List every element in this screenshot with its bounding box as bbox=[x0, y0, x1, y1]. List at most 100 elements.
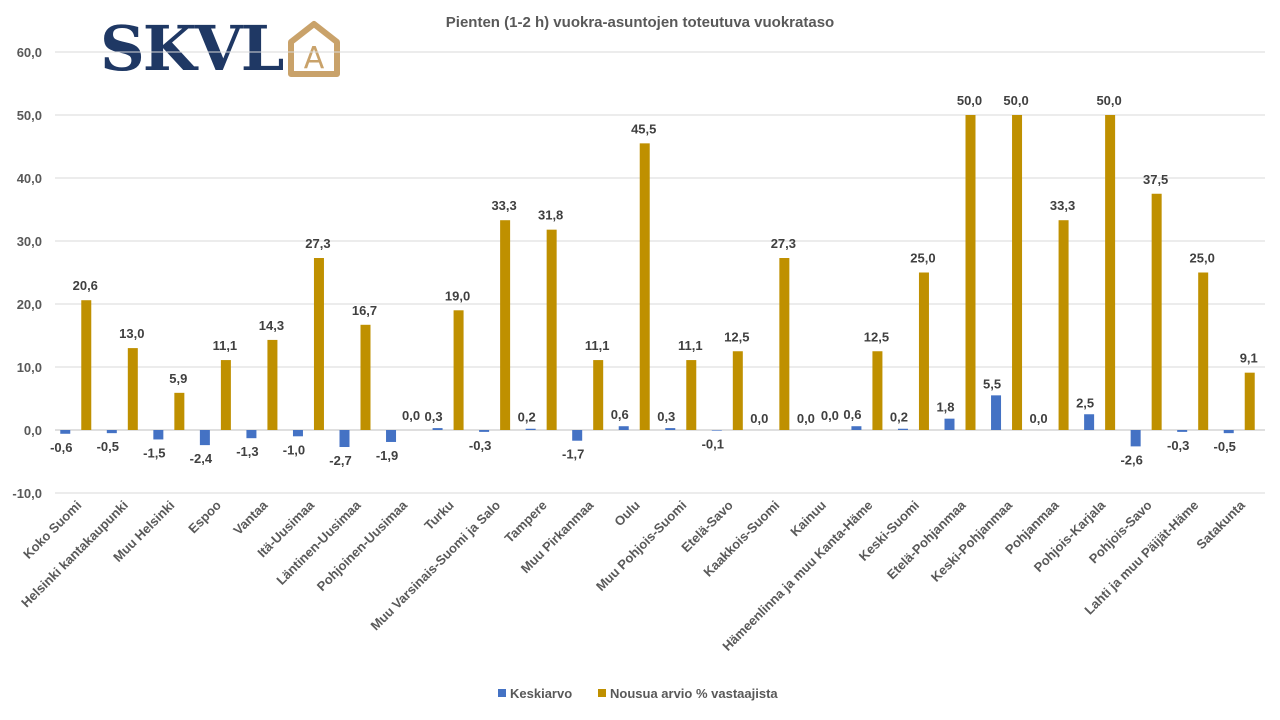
data-label-nousua: 33,3 bbox=[491, 198, 516, 213]
data-label-keskiarvo: 0,6 bbox=[611, 407, 629, 422]
data-label-nousua: 50,0 bbox=[1003, 93, 1028, 108]
data-label-nousua: 37,5 bbox=[1143, 172, 1168, 187]
bar-nousua bbox=[640, 143, 650, 430]
bar-keskiarvo bbox=[293, 430, 303, 436]
data-label-keskiarvo: -2,4 bbox=[190, 451, 213, 466]
data-label-nousua: 12,5 bbox=[724, 329, 749, 344]
data-label-keskiarvo: 0,6 bbox=[843, 407, 861, 422]
x-tick-label: Läntinen-Uusimaa bbox=[273, 497, 364, 588]
bar-keskiarvo bbox=[1084, 414, 1094, 430]
data-label-keskiarvo: 0,0 bbox=[797, 411, 815, 426]
bar-keskiarvo bbox=[246, 430, 256, 438]
data-label-nousua: 20,6 bbox=[73, 278, 98, 293]
bar-nousua bbox=[686, 360, 696, 430]
bar-nousua bbox=[221, 360, 231, 430]
data-label-nousua: 45,5 bbox=[631, 121, 656, 136]
bar-nousua bbox=[966, 115, 976, 430]
data-label-nousua: 50,0 bbox=[957, 93, 982, 108]
data-label-nousua: 27,3 bbox=[771, 236, 796, 251]
data-label-nousua: 0,0 bbox=[821, 408, 839, 423]
data-label-nousua: 27,3 bbox=[305, 236, 330, 251]
bar-keskiarvo bbox=[898, 429, 908, 430]
bar-keskiarvo bbox=[1224, 430, 1234, 433]
legend-swatch-keskiarvo bbox=[498, 689, 506, 697]
bar-keskiarvo bbox=[200, 430, 210, 445]
bar-nousua bbox=[500, 220, 510, 430]
data-label-keskiarvo: -0,3 bbox=[469, 438, 491, 453]
data-label-nousua: 50,0 bbox=[1096, 93, 1121, 108]
data-label-nousua: 25,0 bbox=[910, 251, 935, 266]
bar-keskiarvo bbox=[340, 430, 350, 447]
bar-nousua bbox=[779, 258, 789, 430]
data-label-keskiarvo: 0,0 bbox=[750, 411, 768, 426]
bar-keskiarvo bbox=[991, 395, 1001, 430]
data-label-nousua: 11,1 bbox=[213, 338, 238, 353]
bar-nousua bbox=[314, 258, 324, 430]
data-label-keskiarvo: -0,6 bbox=[50, 440, 72, 455]
data-label-keskiarvo: -0,5 bbox=[1214, 439, 1236, 454]
data-label-keskiarvo: 5,5 bbox=[983, 376, 1001, 391]
y-tick-label: 40,0 bbox=[17, 171, 42, 186]
data-label-keskiarvo: -1,7 bbox=[562, 447, 584, 462]
bar-keskiarvo bbox=[619, 426, 629, 430]
x-tick-label: Pohjoinen-Uusimaa bbox=[314, 497, 411, 594]
bar-keskiarvo bbox=[386, 430, 396, 442]
data-label-nousua: 0,0 bbox=[402, 408, 420, 423]
data-label-keskiarvo: 0,0 bbox=[1030, 411, 1048, 426]
data-label-keskiarvo: 0,3 bbox=[425, 409, 443, 424]
bar-keskiarvo bbox=[153, 430, 163, 439]
data-label-keskiarvo: -1,5 bbox=[143, 445, 165, 460]
x-tick-label: Etelä-Pohjanmaa bbox=[884, 497, 969, 582]
bar-keskiarvo bbox=[60, 430, 70, 434]
x-tick-label: Espoo bbox=[185, 497, 224, 536]
bar-nousua bbox=[872, 351, 882, 430]
data-label-nousua: 19,0 bbox=[445, 288, 470, 303]
bar-nousua bbox=[1152, 194, 1162, 430]
legend-label-nousua: Nousua arvio % vastaajista bbox=[610, 686, 778, 701]
data-label-keskiarvo: -1,9 bbox=[376, 448, 398, 463]
y-tick-label: 20,0 bbox=[17, 297, 42, 312]
data-label-nousua: 11,1 bbox=[585, 338, 610, 353]
data-label-nousua: 16,7 bbox=[352, 303, 377, 318]
bar-nousua bbox=[361, 325, 371, 430]
bar-nousua bbox=[81, 300, 91, 430]
data-label-keskiarvo: -0,1 bbox=[702, 437, 724, 452]
x-tick-label: Tampere bbox=[502, 498, 550, 546]
bar-keskiarvo bbox=[433, 428, 443, 430]
x-tick-label: Oulu bbox=[611, 497, 643, 529]
bar-nousua bbox=[547, 230, 557, 430]
bar-chart: Pienten (1-2 h) vuokra-asuntojen toteutu… bbox=[0, 0, 1280, 720]
bar-nousua bbox=[1059, 220, 1069, 430]
x-tick-label: Satakunta bbox=[1193, 497, 1248, 552]
x-tick-label: Turku bbox=[421, 497, 457, 533]
y-tick-label: 60,0 bbox=[17, 45, 42, 60]
y-tick-label: 10,0 bbox=[17, 360, 42, 375]
data-label-keskiarvo: 0,3 bbox=[657, 409, 675, 424]
data-label-nousua: 25,0 bbox=[1190, 251, 1215, 266]
data-label-nousua: 31,8 bbox=[538, 208, 563, 223]
bar-nousua bbox=[1012, 115, 1022, 430]
data-label-keskiarvo: 0,2 bbox=[518, 410, 536, 425]
chart-title: Pienten (1-2 h) vuokra-asuntojen toteutu… bbox=[446, 14, 834, 31]
bar-nousua bbox=[919, 273, 929, 431]
bar-nousua bbox=[1105, 115, 1115, 430]
data-label-nousua: 12,5 bbox=[864, 329, 889, 344]
bar-nousua bbox=[454, 310, 464, 430]
data-label-keskiarvo: 1,8 bbox=[936, 400, 954, 415]
data-label-keskiarvo: 2,5 bbox=[1076, 395, 1094, 410]
x-tick-label: Keski-Pohjanmaa bbox=[928, 497, 1016, 585]
bar-nousua bbox=[128, 348, 138, 430]
data-label-keskiarvo: -0,3 bbox=[1167, 438, 1189, 453]
data-label-keskiarvo: -2,7 bbox=[329, 453, 351, 468]
bar-keskiarvo bbox=[526, 429, 536, 430]
bar-keskiarvo bbox=[479, 430, 489, 432]
data-label-keskiarvo: 0,2 bbox=[890, 410, 908, 425]
y-tick-label: -10,0 bbox=[12, 486, 42, 501]
data-label-nousua: 9,1 bbox=[1240, 351, 1258, 366]
data-label-nousua: 5,9 bbox=[169, 371, 187, 386]
data-label-nousua: 33,3 bbox=[1050, 198, 1075, 213]
bar-keskiarvo bbox=[665, 428, 675, 430]
data-label-keskiarvo: -1,3 bbox=[236, 444, 258, 459]
data-label-keskiarvo: -2,6 bbox=[1120, 452, 1142, 467]
bar-nousua bbox=[733, 351, 743, 430]
